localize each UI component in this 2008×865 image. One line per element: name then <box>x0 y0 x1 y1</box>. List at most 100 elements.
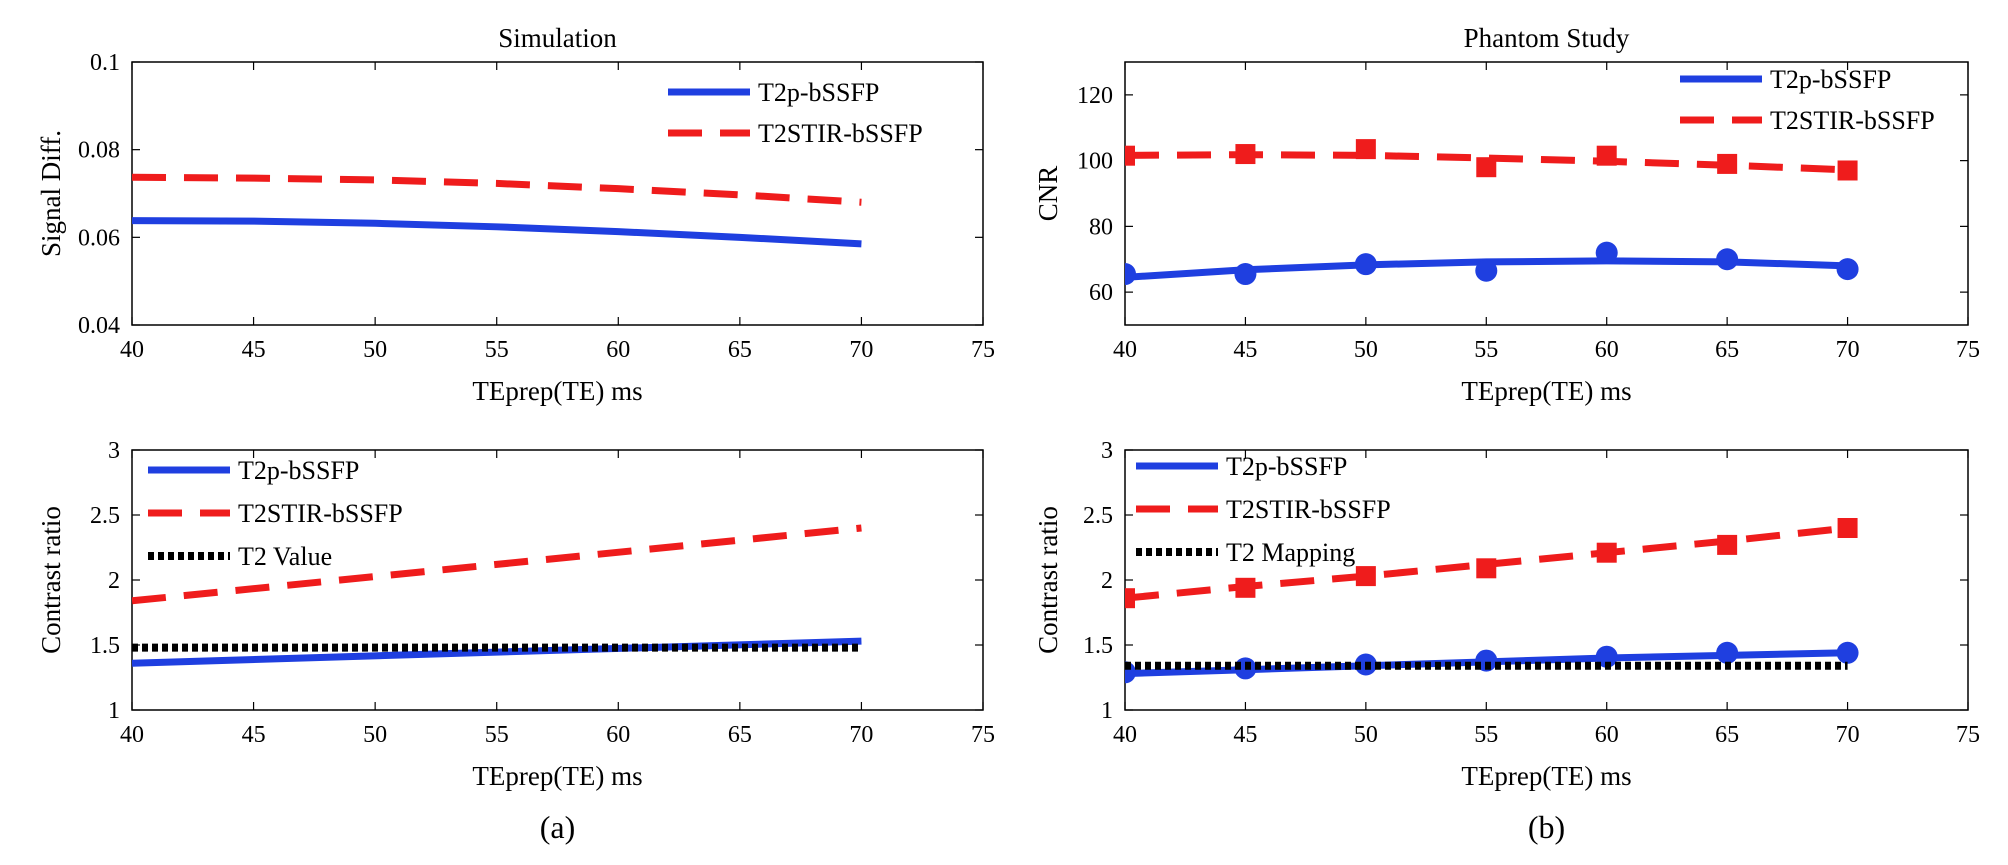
series-line-t2p-bssfp <box>132 217 862 248</box>
y-tick-label: 100 <box>1077 149 1113 175</box>
data-point-square <box>1837 160 1858 181</box>
x-tick-label: 50 <box>1354 722 1378 748</box>
x-tick-label: 40 <box>1113 722 1137 748</box>
series-group <box>1125 518 1859 684</box>
data-point-circle <box>1354 253 1377 276</box>
legend-label: T2STIR-bSSFP <box>1770 106 1935 135</box>
series-group <box>1125 139 1859 286</box>
data-point-square <box>1717 534 1738 555</box>
data-point-circle <box>1716 248 1739 271</box>
legend-label: T2p-bSSFP <box>1770 65 1891 94</box>
legend-label: T2 Value <box>238 542 332 571</box>
x-tick-label: 65 <box>1715 722 1739 748</box>
y-tick-label: 120 <box>1077 83 1113 109</box>
y-tick-label: 2.5 <box>90 503 120 529</box>
x-tick-label: 55 <box>1474 337 1498 363</box>
x-tick-label: 65 <box>728 722 752 748</box>
y-tick-label: 1 <box>1101 698 1113 724</box>
axes-box <box>1124 61 1969 326</box>
y-tick-label: 0.06 <box>78 225 120 251</box>
x-tick-label: 75 <box>971 722 995 748</box>
data-point-square <box>1476 558 1497 579</box>
x-tick-label: 70 <box>849 337 873 363</box>
data-point-square <box>1235 144 1256 165</box>
x-axis-label: TEprep(TE) ms <box>1461 761 1631 791</box>
data-point-square <box>1125 145 1135 166</box>
legend-label: T2p-bSSFP <box>1226 452 1347 481</box>
x-tick-label: 70 <box>1836 337 1860 363</box>
x-tick-label: 65 <box>1715 337 1739 363</box>
data-point-square <box>1355 566 1376 587</box>
y-tick-label: 2 <box>1101 568 1113 594</box>
y-tick-label: 2 <box>108 568 120 594</box>
x-tick-label: 70 <box>1836 722 1860 748</box>
data-point-circle <box>1125 263 1136 286</box>
data-point-square <box>1596 542 1617 563</box>
data-point-square <box>1235 577 1256 598</box>
y-tick-label: 2.5 <box>1083 503 1113 529</box>
legend-label: T2p-bSSFP <box>238 456 359 485</box>
x-axis-label: TEprep(TE) ms <box>472 761 642 791</box>
x-tick-label: 40 <box>120 337 144 363</box>
x-tick-label: 45 <box>1233 722 1257 748</box>
x-tick-label: 70 <box>849 722 873 748</box>
y-axis-label: CNR <box>1033 166 1063 222</box>
x-tick-label: 50 <box>363 337 387 363</box>
chart-panel-sim-contrast: 40 45 50 55 60 65 70 75 1 1.5 2 2.5 3 TEprep(TE) ms Co… <box>36 438 995 845</box>
y-axis-label: Contrast ratio <box>36 506 66 654</box>
y-axis-label: Signal Diff. <box>36 130 66 257</box>
x-tick-label: 45 <box>1233 337 1257 363</box>
data-point-square <box>1125 588 1135 609</box>
data-point-circle <box>1836 641 1859 664</box>
chart-title: Simulation <box>498 23 617 53</box>
y-tick-label: 1.5 <box>1083 633 1113 659</box>
chart-panel-phantom-contrast: 40 45 50 55 60 65 70 75 1 1.5 2 2.5 3 TEprep(TE) ms Co… <box>1033 438 1980 845</box>
x-tick-label: 65 <box>728 337 752 363</box>
data-point-circle <box>1475 259 1498 282</box>
x-tick-label: 55 <box>485 337 509 363</box>
x-tick-label: 60 <box>1595 722 1619 748</box>
series-line-t2p-bssfp <box>132 637 862 667</box>
y-tick-label: 80 <box>1089 214 1113 240</box>
x-tick-label: 75 <box>971 337 995 363</box>
x-tick-label: 75 <box>1956 337 1980 363</box>
axes-box <box>131 449 984 711</box>
x-tick-label: 40 <box>120 722 144 748</box>
data-point-square <box>1596 145 1617 166</box>
x-tick-label: 55 <box>1474 722 1498 748</box>
y-tick-label: 3 <box>108 438 120 464</box>
chart-title: Phantom Study <box>1464 23 1630 53</box>
x-tick-label: 40 <box>1113 337 1137 363</box>
y-tick-label: 60 <box>1089 280 1113 306</box>
y-tick-label: 0.04 <box>78 313 120 339</box>
data-point-square <box>1355 139 1376 160</box>
legend-label: T2STIR-bSSFP <box>1226 495 1391 524</box>
x-tick-label: 55 <box>485 722 509 748</box>
y-tick-label: 0.08 <box>78 138 120 164</box>
legend-label: T2STIR-bSSFP <box>758 119 923 148</box>
x-axis-label: TEprep(TE) ms <box>1461 376 1631 406</box>
x-tick-label: 50 <box>1354 337 1378 363</box>
axes-box <box>131 61 984 326</box>
x-tick-label: 45 <box>242 337 266 363</box>
panel-caption: (a) <box>540 809 576 845</box>
chart-panel-phantom-cnr: 40 45 50 55 60 65 70 75 60 80 100 120 TEprep(TE) ms C… <box>1033 23 1980 406</box>
series-group <box>132 524 862 667</box>
panel-caption: (b) <box>1528 809 1565 845</box>
data-point-circle <box>1716 641 1739 664</box>
data-point-square <box>1476 157 1497 178</box>
series-line-t2stir-bssfp <box>132 173 862 206</box>
data-point-circle <box>1234 263 1257 286</box>
x-tick-label: 60 <box>606 337 630 363</box>
x-tick-label: 60 <box>606 722 630 748</box>
series-line-t2stir-bssfp <box>132 524 862 605</box>
y-tick-label: 3 <box>1101 438 1113 464</box>
x-tick-label: 75 <box>1956 722 1980 748</box>
legend-label: T2STIR-bSSFP <box>238 499 403 528</box>
data-point-square <box>1837 518 1858 538</box>
x-axis-label: TEprep(TE) ms <box>472 376 642 406</box>
y-tick-label: 0.1 <box>90 50 120 76</box>
data-point-circle <box>1836 258 1859 281</box>
data-point-square <box>1717 153 1738 174</box>
